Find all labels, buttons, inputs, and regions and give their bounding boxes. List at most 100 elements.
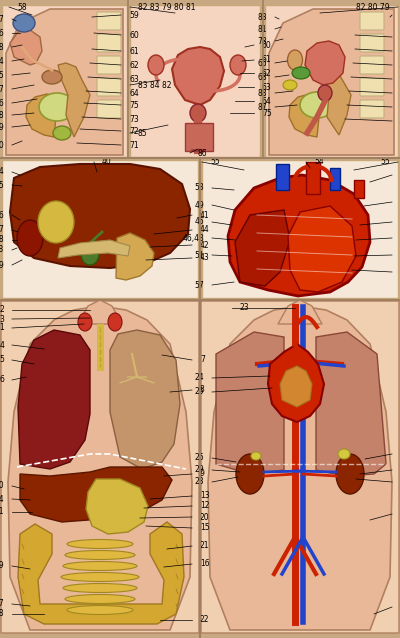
Text: 15: 15	[200, 524, 210, 533]
FancyBboxPatch shape	[360, 56, 384, 74]
Ellipse shape	[108, 313, 122, 331]
Bar	[354, 180, 364, 198]
Text: 78: 78	[0, 43, 4, 52]
Polygon shape	[172, 47, 224, 105]
Text: 59: 59	[129, 10, 139, 20]
Ellipse shape	[81, 243, 99, 265]
Text: 6: 6	[0, 376, 4, 385]
Text: 61: 61	[129, 47, 139, 56]
Polygon shape	[110, 330, 180, 469]
Text: 65: 65	[257, 59, 267, 68]
Polygon shape	[58, 240, 130, 258]
Bar	[306, 162, 320, 194]
Text: 64: 64	[129, 89, 139, 98]
Text: 29: 29	[194, 466, 204, 475]
Text: 87: 87	[257, 103, 267, 112]
Polygon shape	[6, 9, 123, 155]
Polygon shape	[78, 300, 122, 324]
Text: 82 83 79 80 81: 82 83 79 80 81	[138, 3, 196, 11]
Ellipse shape	[236, 454, 264, 494]
FancyBboxPatch shape	[97, 78, 121, 96]
Ellipse shape	[300, 92, 334, 118]
Text: 2: 2	[0, 306, 4, 315]
Text: 7: 7	[200, 355, 205, 364]
Ellipse shape	[63, 561, 137, 570]
Ellipse shape	[67, 540, 133, 549]
Text: 12: 12	[200, 501, 210, 510]
Polygon shape	[320, 63, 351, 135]
Text: 85: 85	[138, 128, 148, 138]
Text: 46,48: 46,48	[182, 234, 204, 242]
Ellipse shape	[13, 14, 35, 32]
Polygon shape	[269, 9, 394, 155]
Text: 62: 62	[262, 68, 272, 77]
Text: 10: 10	[0, 482, 4, 491]
Text: 77: 77	[0, 15, 4, 24]
Text: 42: 42	[200, 241, 210, 249]
Polygon shape	[305, 41, 345, 85]
Ellipse shape	[283, 80, 297, 90]
Text: 8: 8	[200, 385, 205, 394]
FancyBboxPatch shape	[1, 301, 199, 633]
Polygon shape	[10, 30, 42, 65]
Polygon shape	[235, 210, 290, 286]
Text: 39: 39	[0, 260, 4, 269]
FancyBboxPatch shape	[97, 34, 121, 52]
Polygon shape	[208, 306, 392, 630]
Text: 51: 51	[194, 251, 204, 260]
Text: 60: 60	[129, 31, 139, 40]
Text: 73: 73	[129, 114, 139, 124]
Text: 22: 22	[200, 616, 210, 625]
Text: 37-38: 37-38	[0, 246, 4, 255]
Text: 71: 71	[129, 140, 139, 149]
Text: 20: 20	[200, 512, 210, 521]
Text: 18: 18	[0, 609, 4, 618]
Text: 45: 45	[194, 218, 204, 226]
Text: 74: 74	[0, 57, 4, 66]
Polygon shape	[278, 300, 322, 324]
Ellipse shape	[53, 126, 71, 140]
Ellipse shape	[338, 449, 350, 459]
Ellipse shape	[230, 55, 246, 75]
Polygon shape	[216, 332, 284, 474]
Polygon shape	[268, 344, 324, 422]
Bar	[2, 160, 198, 298]
Ellipse shape	[65, 595, 135, 604]
Text: 44: 44	[200, 225, 210, 235]
FancyBboxPatch shape	[360, 12, 384, 30]
Text: 68: 68	[257, 73, 267, 82]
Text: 19: 19	[0, 561, 4, 570]
Ellipse shape	[17, 220, 43, 256]
Bar	[2, 5, 127, 157]
Text: 25: 25	[194, 387, 204, 396]
Text: 26: 26	[194, 454, 204, 463]
Polygon shape	[18, 330, 90, 469]
FancyBboxPatch shape	[97, 12, 121, 30]
Bar	[330, 168, 340, 190]
Polygon shape	[288, 206, 356, 292]
Text: 63: 63	[129, 75, 139, 84]
Text: 83 84 82: 83 84 82	[138, 80, 172, 89]
Text: 13: 13	[200, 491, 210, 500]
Ellipse shape	[148, 55, 164, 75]
Polygon shape	[116, 233, 154, 280]
Text: 38: 38	[0, 235, 4, 244]
Text: 35: 35	[0, 181, 4, 189]
Text: 88: 88	[258, 89, 267, 98]
FancyBboxPatch shape	[201, 301, 399, 633]
Bar	[265, 5, 398, 157]
Ellipse shape	[39, 93, 75, 121]
FancyBboxPatch shape	[97, 56, 121, 74]
Text: 75: 75	[262, 108, 272, 117]
Text: 61: 61	[262, 56, 272, 64]
Ellipse shape	[190, 104, 206, 122]
Ellipse shape	[63, 584, 137, 593]
Ellipse shape	[78, 313, 92, 331]
Text: 37: 37	[0, 225, 4, 235]
Text: 65: 65	[0, 71, 4, 80]
Bar	[202, 160, 398, 298]
FancyBboxPatch shape	[360, 100, 384, 118]
Bar	[130, 5, 260, 157]
Text: 3: 3	[0, 315, 4, 323]
Ellipse shape	[292, 67, 310, 79]
